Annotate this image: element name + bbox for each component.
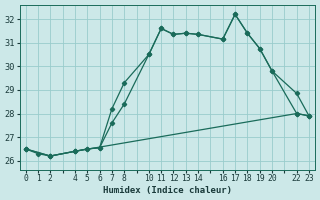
X-axis label: Humidex (Indice chaleur): Humidex (Indice chaleur) <box>103 186 232 195</box>
